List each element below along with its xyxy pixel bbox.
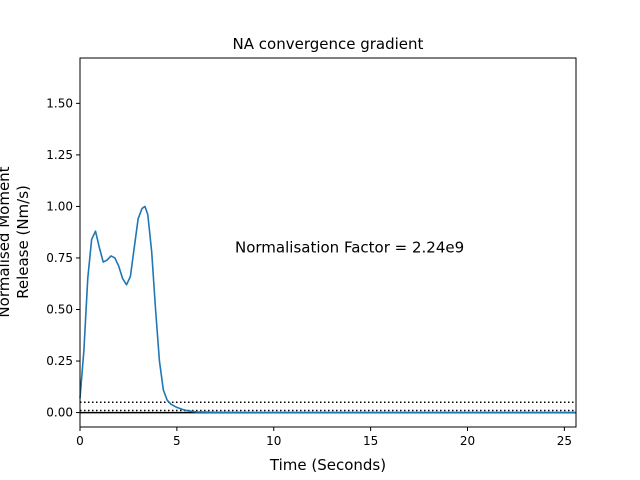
- y-axis-label-line-2: Release (Nm/s): [14, 185, 32, 299]
- chart-title: NA convergence gradient: [233, 35, 424, 53]
- y-tick-label: 0.25: [46, 354, 73, 368]
- y-axis-label-line-1: Normalised Moment: [0, 166, 13, 317]
- x-tick-label: 0: [76, 434, 84, 448]
- y-tick-label: 0.00: [46, 406, 73, 420]
- x-tick-label: 25: [557, 434, 572, 448]
- y-tick-label: 0.50: [46, 302, 73, 316]
- y-tick-label: 1.25: [46, 148, 73, 162]
- x-tick-label: 10: [266, 434, 281, 448]
- y-axis: 0.00 0.25 0.50 0.75 1.00 1.25 1.50: [46, 96, 80, 420]
- normalisation-annotation: Normalisation Factor = 2.24e9: [235, 239, 464, 257]
- y-axis-label: Normalised Moment Release (Nm/s): [0, 166, 32, 317]
- x-axis: 0 5 10 15 20 25: [76, 427, 572, 448]
- x-tick-label: 5: [173, 434, 181, 448]
- y-tick-label: 1.50: [46, 96, 73, 110]
- x-axis-label: Time (Seconds): [269, 456, 386, 474]
- x-tick-label: 15: [363, 434, 378, 448]
- series-line-1: [79, 205, 576, 414]
- x-tick-label: 20: [460, 434, 475, 448]
- y-tick-label: 0.75: [46, 251, 73, 265]
- y-tick-label: 1.00: [46, 199, 73, 213]
- plot-frame: [79, 57, 577, 428]
- plot-content: [79, 205, 576, 414]
